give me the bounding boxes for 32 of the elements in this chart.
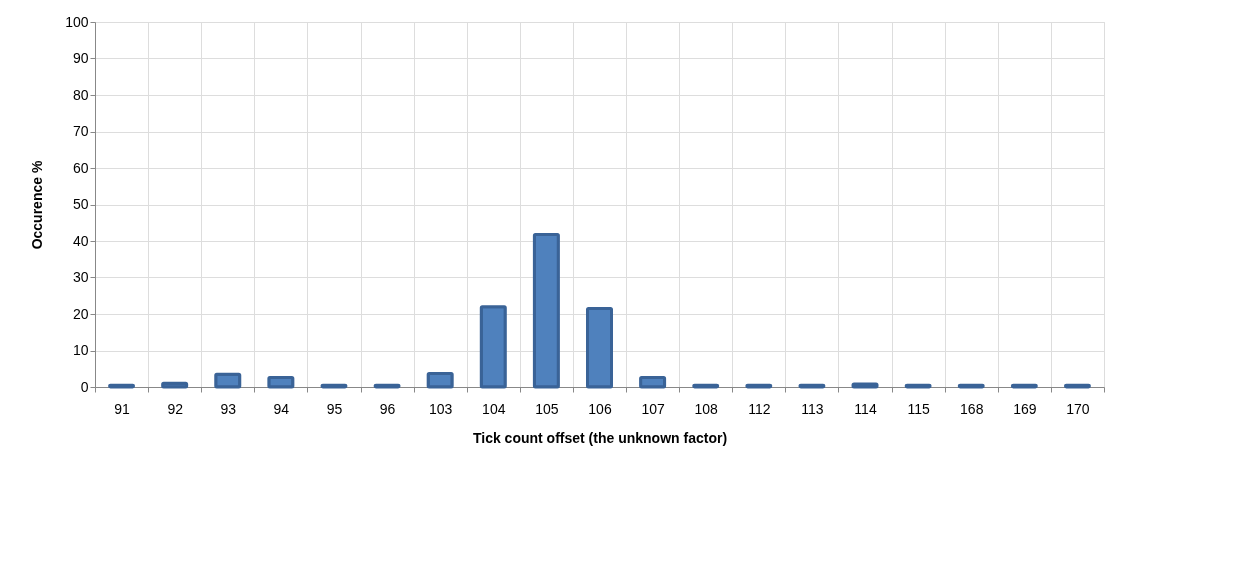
x-tick-label: 103 <box>429 400 453 417</box>
x-tick-label: 112 <box>748 400 771 417</box>
y-tick-label: 30 <box>72 269 89 285</box>
y-tick-label: 0 <box>80 378 89 395</box>
x-tick-label: 93 <box>220 400 237 417</box>
y-tick-label: 70 <box>72 123 89 139</box>
x-tick-label: 170 <box>1066 400 1090 417</box>
x-tick-label: 105 <box>535 400 559 417</box>
y-tick-label: 50 <box>72 196 89 212</box>
y-tick-label: 90 <box>72 50 89 66</box>
x-tick-label: 96 <box>379 400 396 417</box>
y-tick-label: 60 <box>72 159 89 176</box>
y-tick-label: 80 <box>72 86 89 103</box>
x-tick-label: 168 <box>960 400 984 417</box>
x-tick-label: 91 <box>114 400 131 417</box>
x-tick-label: 108 <box>694 400 719 417</box>
x-tick-label: 104 <box>482 400 506 417</box>
x-axis-title: Tick count offset (the unknown factor) <box>472 429 728 446</box>
y-tick-label: 20 <box>72 305 89 322</box>
y-tick-label: 100 <box>65 13 89 30</box>
x-tick-label: 113 <box>801 400 824 417</box>
x-tick-label: 106 <box>588 400 612 417</box>
y-axis-title: Occurence % <box>29 160 46 250</box>
x-tick-label: 95 <box>326 400 343 417</box>
x-tick-label: 114 <box>854 400 877 417</box>
x-tick-label: 94 <box>273 400 290 417</box>
x-tick-label: 115 <box>907 400 930 417</box>
x-tick-label: 107 <box>641 400 665 417</box>
y-tick-label: 40 <box>72 232 89 249</box>
x-tick-label: 169 <box>1013 400 1037 417</box>
y-tick-label: 10 <box>72 342 89 358</box>
x-tick-label: 92 <box>167 400 184 417</box>
